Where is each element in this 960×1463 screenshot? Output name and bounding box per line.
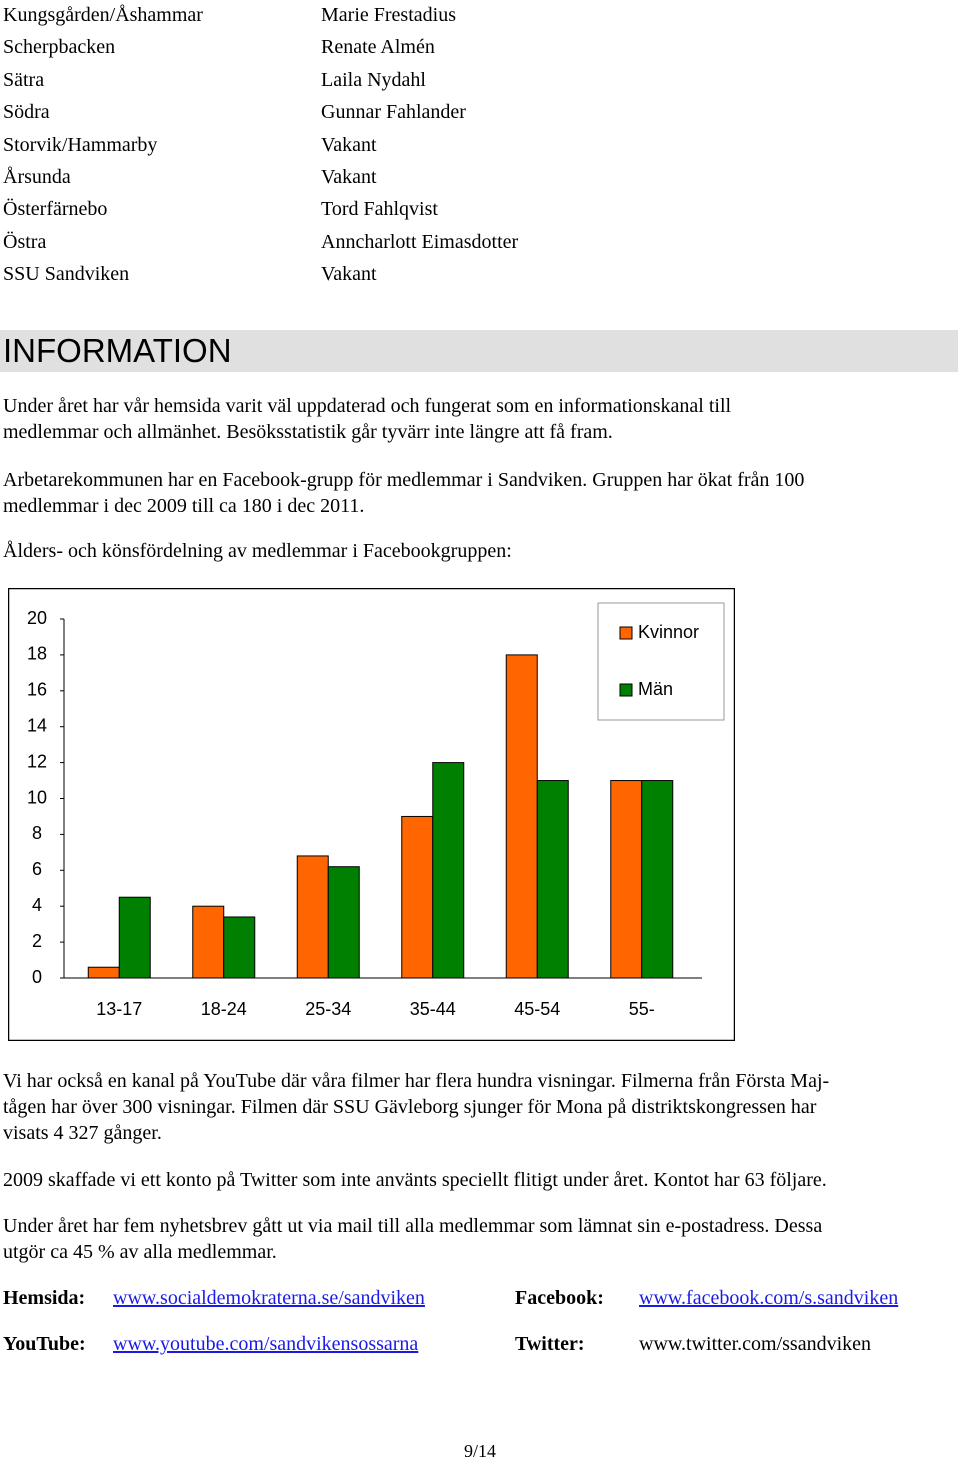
y-tick-label: 14 (27, 715, 47, 735)
y-tick-label: 2 (32, 931, 42, 951)
y-tick-label: 18 (27, 644, 47, 664)
x-tick-label: 45-54 (514, 999, 560, 1019)
legend-box (597, 602, 725, 721)
bar (192, 905, 225, 979)
person-name: Marie Frestadius (321, 4, 456, 26)
link-label: Twitter: (515, 1333, 585, 1355)
bar (505, 654, 538, 979)
paragraph: Arbetarekommunen har en Facebook-grupp f… (3, 467, 804, 519)
text-line: Ålders- och könsfördelning av medlemmar … (3, 540, 512, 562)
area-name: Österfärnebo (3, 198, 108, 221)
person-name: Renate Almén (321, 36, 435, 59)
x-tick-label: 18-24 (201, 999, 247, 1019)
link-url[interactable]: www.socialdemokraterna.se/sandviken (113, 1287, 425, 1309)
x-tick-label: 13-17 (96, 999, 142, 1019)
bar (401, 815, 434, 979)
person-name: Laila Nydahl (321, 68, 426, 91)
bar (327, 866, 360, 979)
area-name: Kungsgården/Åshammar (3, 4, 203, 26)
legend-swatch (619, 683, 633, 697)
person-name: Vakant (321, 133, 377, 156)
text-line: Arbetarekommunen har en Facebook-grupp f… (3, 469, 805, 491)
x-tick-label: 25-34 (305, 999, 351, 1019)
link-url[interactable]: www.youtube.com/sandvikensossarna (113, 1333, 419, 1355)
area-name: Årsunda (3, 166, 71, 188)
y-tick-label: 12 (27, 751, 47, 771)
paragraph: Vi har också en kanal på YouTube där vår… (3, 1068, 829, 1146)
area-name: Storvik/Hammarby (3, 133, 158, 156)
text-line: utgör ca 45 % av alla medlemmar. (3, 1241, 277, 1263)
bar (223, 916, 256, 979)
bar (118, 896, 151, 979)
legend-swatch (619, 626, 633, 640)
heading: INFORMATION (3, 332, 232, 369)
paragraph: 2009 skaffade vi ett konto på Twitter so… (3, 1167, 827, 1193)
area-name: Östra (3, 230, 47, 253)
legend-label: Män (638, 679, 673, 699)
page-number: 9/14 (463, 1441, 496, 1461)
text-line: medlemmar och allmänhet. Besöksstatistik… (3, 421, 613, 443)
heading-band (0, 330, 958, 372)
link-label: YouTube: (3, 1333, 86, 1355)
person-name: Vakant (321, 263, 377, 286)
bar (610, 780, 643, 979)
person-name: Gunnar Fahlander (321, 101, 466, 124)
area-name: Scherpbacken (3, 36, 116, 59)
text-line: visats 4 327 gånger. (3, 1122, 162, 1144)
bar (536, 780, 569, 979)
y-tick-label: 16 (27, 680, 47, 700)
person-name: Tord Fahlqvist (321, 198, 438, 221)
link-url[interactable]: www.facebook.com/s.sandviken (639, 1287, 899, 1309)
paragraph: Under året har vår hemsida varit väl upp… (3, 393, 731, 445)
y-tick-label: 8 (32, 823, 42, 843)
text-line: 2009 skaffade vi ett konto på Twitter so… (3, 1169, 827, 1191)
bar (641, 780, 674, 979)
text-line: Vi har också en kanal på YouTube där vår… (3, 1070, 830, 1092)
bar (296, 855, 329, 979)
x-tick-label: 55- (629, 999, 655, 1019)
area-name: Södra (3, 101, 50, 124)
paragraph: Ålders- och könsfördelning av medlemmar … (3, 538, 512, 564)
text-line: tågen har över 300 visningar. Filmen där… (3, 1096, 817, 1118)
chart: 0 2 4 6 8 10 12 14 16 18 20 13-17 18-24 25-34 35-44 45-… (8, 588, 735, 1041)
text-line: Under året har vår hemsida varit väl upp… (3, 395, 732, 417)
person-name: Vakant (321, 166, 377, 188)
bar (87, 966, 120, 979)
area-name: Sätra (3, 68, 45, 91)
y-tick-label: 10 (27, 787, 47, 807)
link-url[interactable]: www.twitter.com/ssandviken (639, 1333, 872, 1355)
text-line: Under året har fem nyhetsbrev gått ut vi… (3, 1215, 823, 1237)
y-tick-label: 20 (27, 608, 47, 628)
person-name: Anncharlott Eimasdotter (321, 230, 519, 253)
paragraph: Under året har fem nyhetsbrev gått ut vi… (3, 1213, 822, 1265)
legend-label: Kvinnor (638, 622, 699, 642)
y-tick-label: 4 (32, 895, 42, 915)
y-tick-label: 6 (32, 859, 42, 879)
bar (432, 762, 465, 979)
y-tick-label: 0 (32, 967, 42, 987)
area-name: SSU Sandviken (3, 263, 130, 286)
link-label: Hemsida: (3, 1287, 86, 1309)
text-line: medlemmar i dec 2009 till ca 180 i dec 2… (3, 495, 365, 517)
link-label: Facebook: (515, 1287, 604, 1309)
x-tick-label: 35-44 (410, 999, 456, 1019)
